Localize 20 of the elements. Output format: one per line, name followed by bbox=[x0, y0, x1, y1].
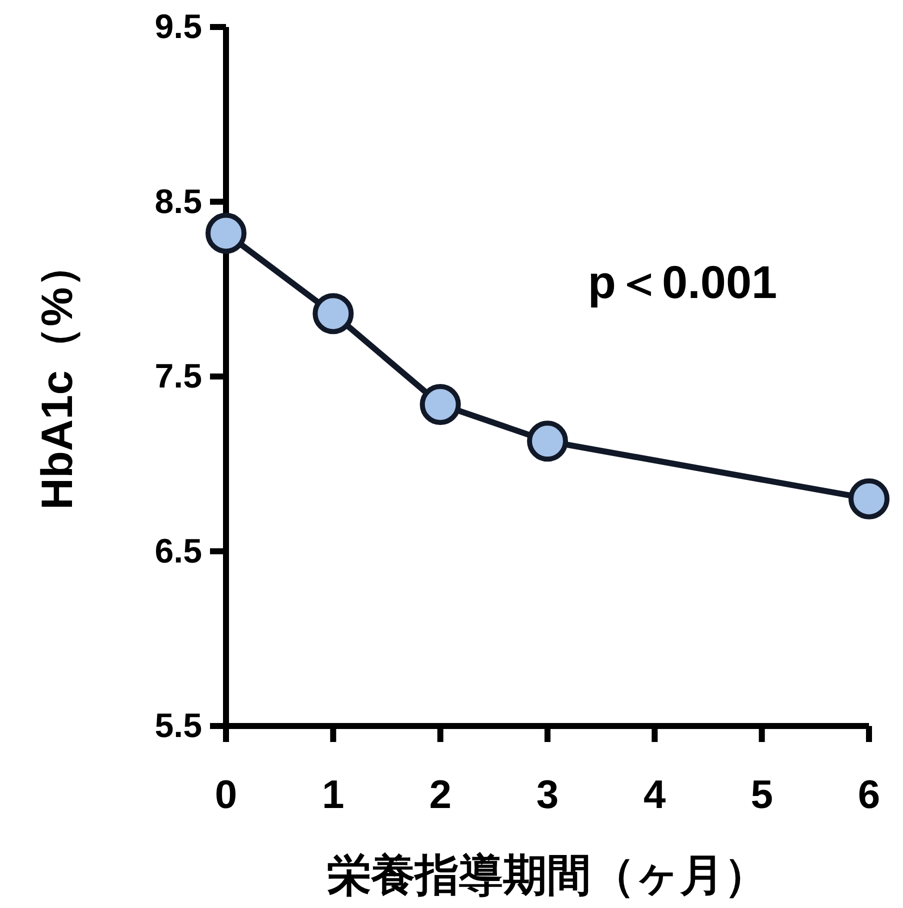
y-tick-label: 9.5 bbox=[154, 8, 202, 46]
x-tick-label: 1 bbox=[322, 773, 344, 817]
point bbox=[312, 293, 354, 334]
annotation: p＜0.001 bbox=[588, 256, 778, 308]
y-tick-label: 5.5 bbox=[154, 707, 202, 745]
x-tick-label: 0 bbox=[214, 773, 238, 817]
x-tick-label: 2 bbox=[429, 773, 452, 817]
point bbox=[420, 384, 461, 425]
x-tick-label: 6 bbox=[858, 773, 880, 817]
x-tick-label: 4 bbox=[644, 773, 667, 817]
x-tick-label: 3 bbox=[536, 773, 559, 817]
x-axis-title: 栄養指導期間（ヶ月） bbox=[327, 851, 768, 900]
y-tick-label: 7.5 bbox=[154, 358, 202, 396]
y-axis-title: HbA1c（%） bbox=[33, 243, 82, 510]
x-tick-label: 5 bbox=[750, 773, 773, 817]
point bbox=[848, 478, 890, 520]
point bbox=[206, 212, 246, 254]
y-tick-label: 8.5 bbox=[154, 182, 202, 221]
y-tick-label: 6.5 bbox=[154, 532, 202, 570]
point bbox=[527, 420, 568, 462]
